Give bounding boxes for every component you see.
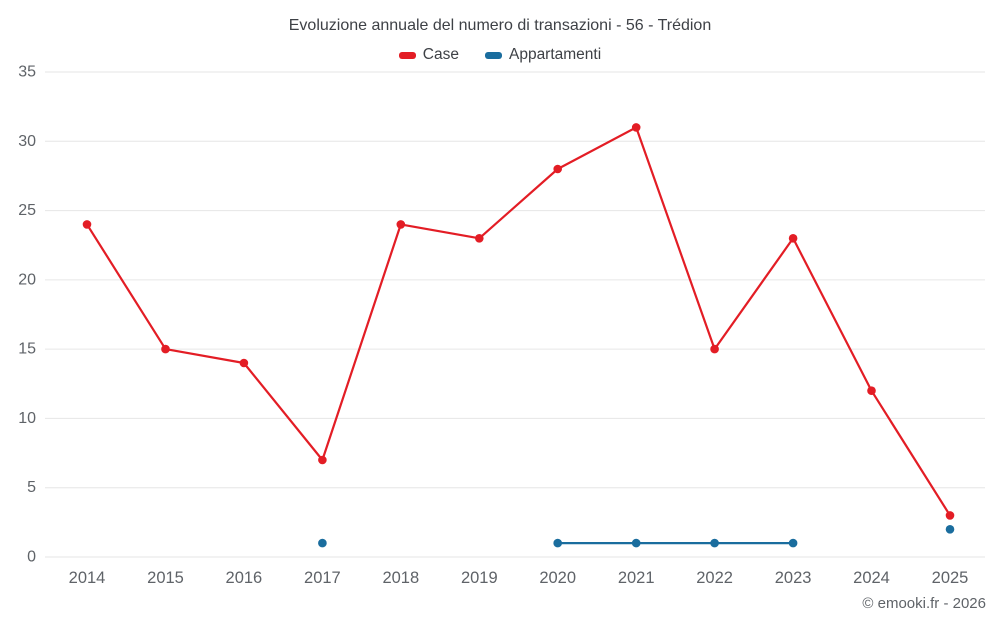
svg-text:10: 10 bbox=[18, 410, 36, 427]
svg-text:35: 35 bbox=[18, 64, 36, 81]
svg-text:2023: 2023 bbox=[775, 569, 812, 587]
legend-item-case[interactable]: Case bbox=[398, 46, 459, 64]
svg-text:2018: 2018 bbox=[382, 569, 419, 587]
copyright: © emooki.fr - 2026 bbox=[862, 595, 986, 612]
svg-text:15: 15 bbox=[18, 341, 36, 358]
svg-text:5: 5 bbox=[27, 479, 36, 496]
svg-text:25: 25 bbox=[18, 202, 36, 219]
svg-text:30: 30 bbox=[18, 133, 36, 150]
svg-text:2024: 2024 bbox=[853, 569, 890, 587]
legend-marker-appartamenti-icon bbox=[484, 51, 502, 59]
legend-label-appartamenti: Appartamenti bbox=[508, 46, 602, 63]
svg-text:2020: 2020 bbox=[539, 569, 576, 587]
legend-item-appartamenti[interactable]: Appartamenti bbox=[484, 46, 602, 64]
legend-marker-case-icon bbox=[398, 51, 416, 59]
legend: Case Appartamenti bbox=[0, 46, 1000, 64]
svg-text:20: 20 bbox=[18, 271, 36, 288]
svg-text:2019: 2019 bbox=[461, 569, 498, 587]
svg-text:2021: 2021 bbox=[618, 569, 655, 587]
svg-text:2016: 2016 bbox=[226, 569, 263, 587]
chart-title: Evoluzione annuale del numero di transaz… bbox=[288, 17, 712, 34]
svg-text:2014: 2014 bbox=[69, 569, 106, 587]
svg-text:2017: 2017 bbox=[304, 569, 341, 587]
svg-text:2025: 2025 bbox=[932, 569, 969, 587]
legend-label-case: Case bbox=[422, 46, 459, 63]
svg-text:0: 0 bbox=[27, 549, 36, 566]
svg-text:2015: 2015 bbox=[147, 569, 184, 587]
svg-text:2022: 2022 bbox=[696, 569, 733, 587]
